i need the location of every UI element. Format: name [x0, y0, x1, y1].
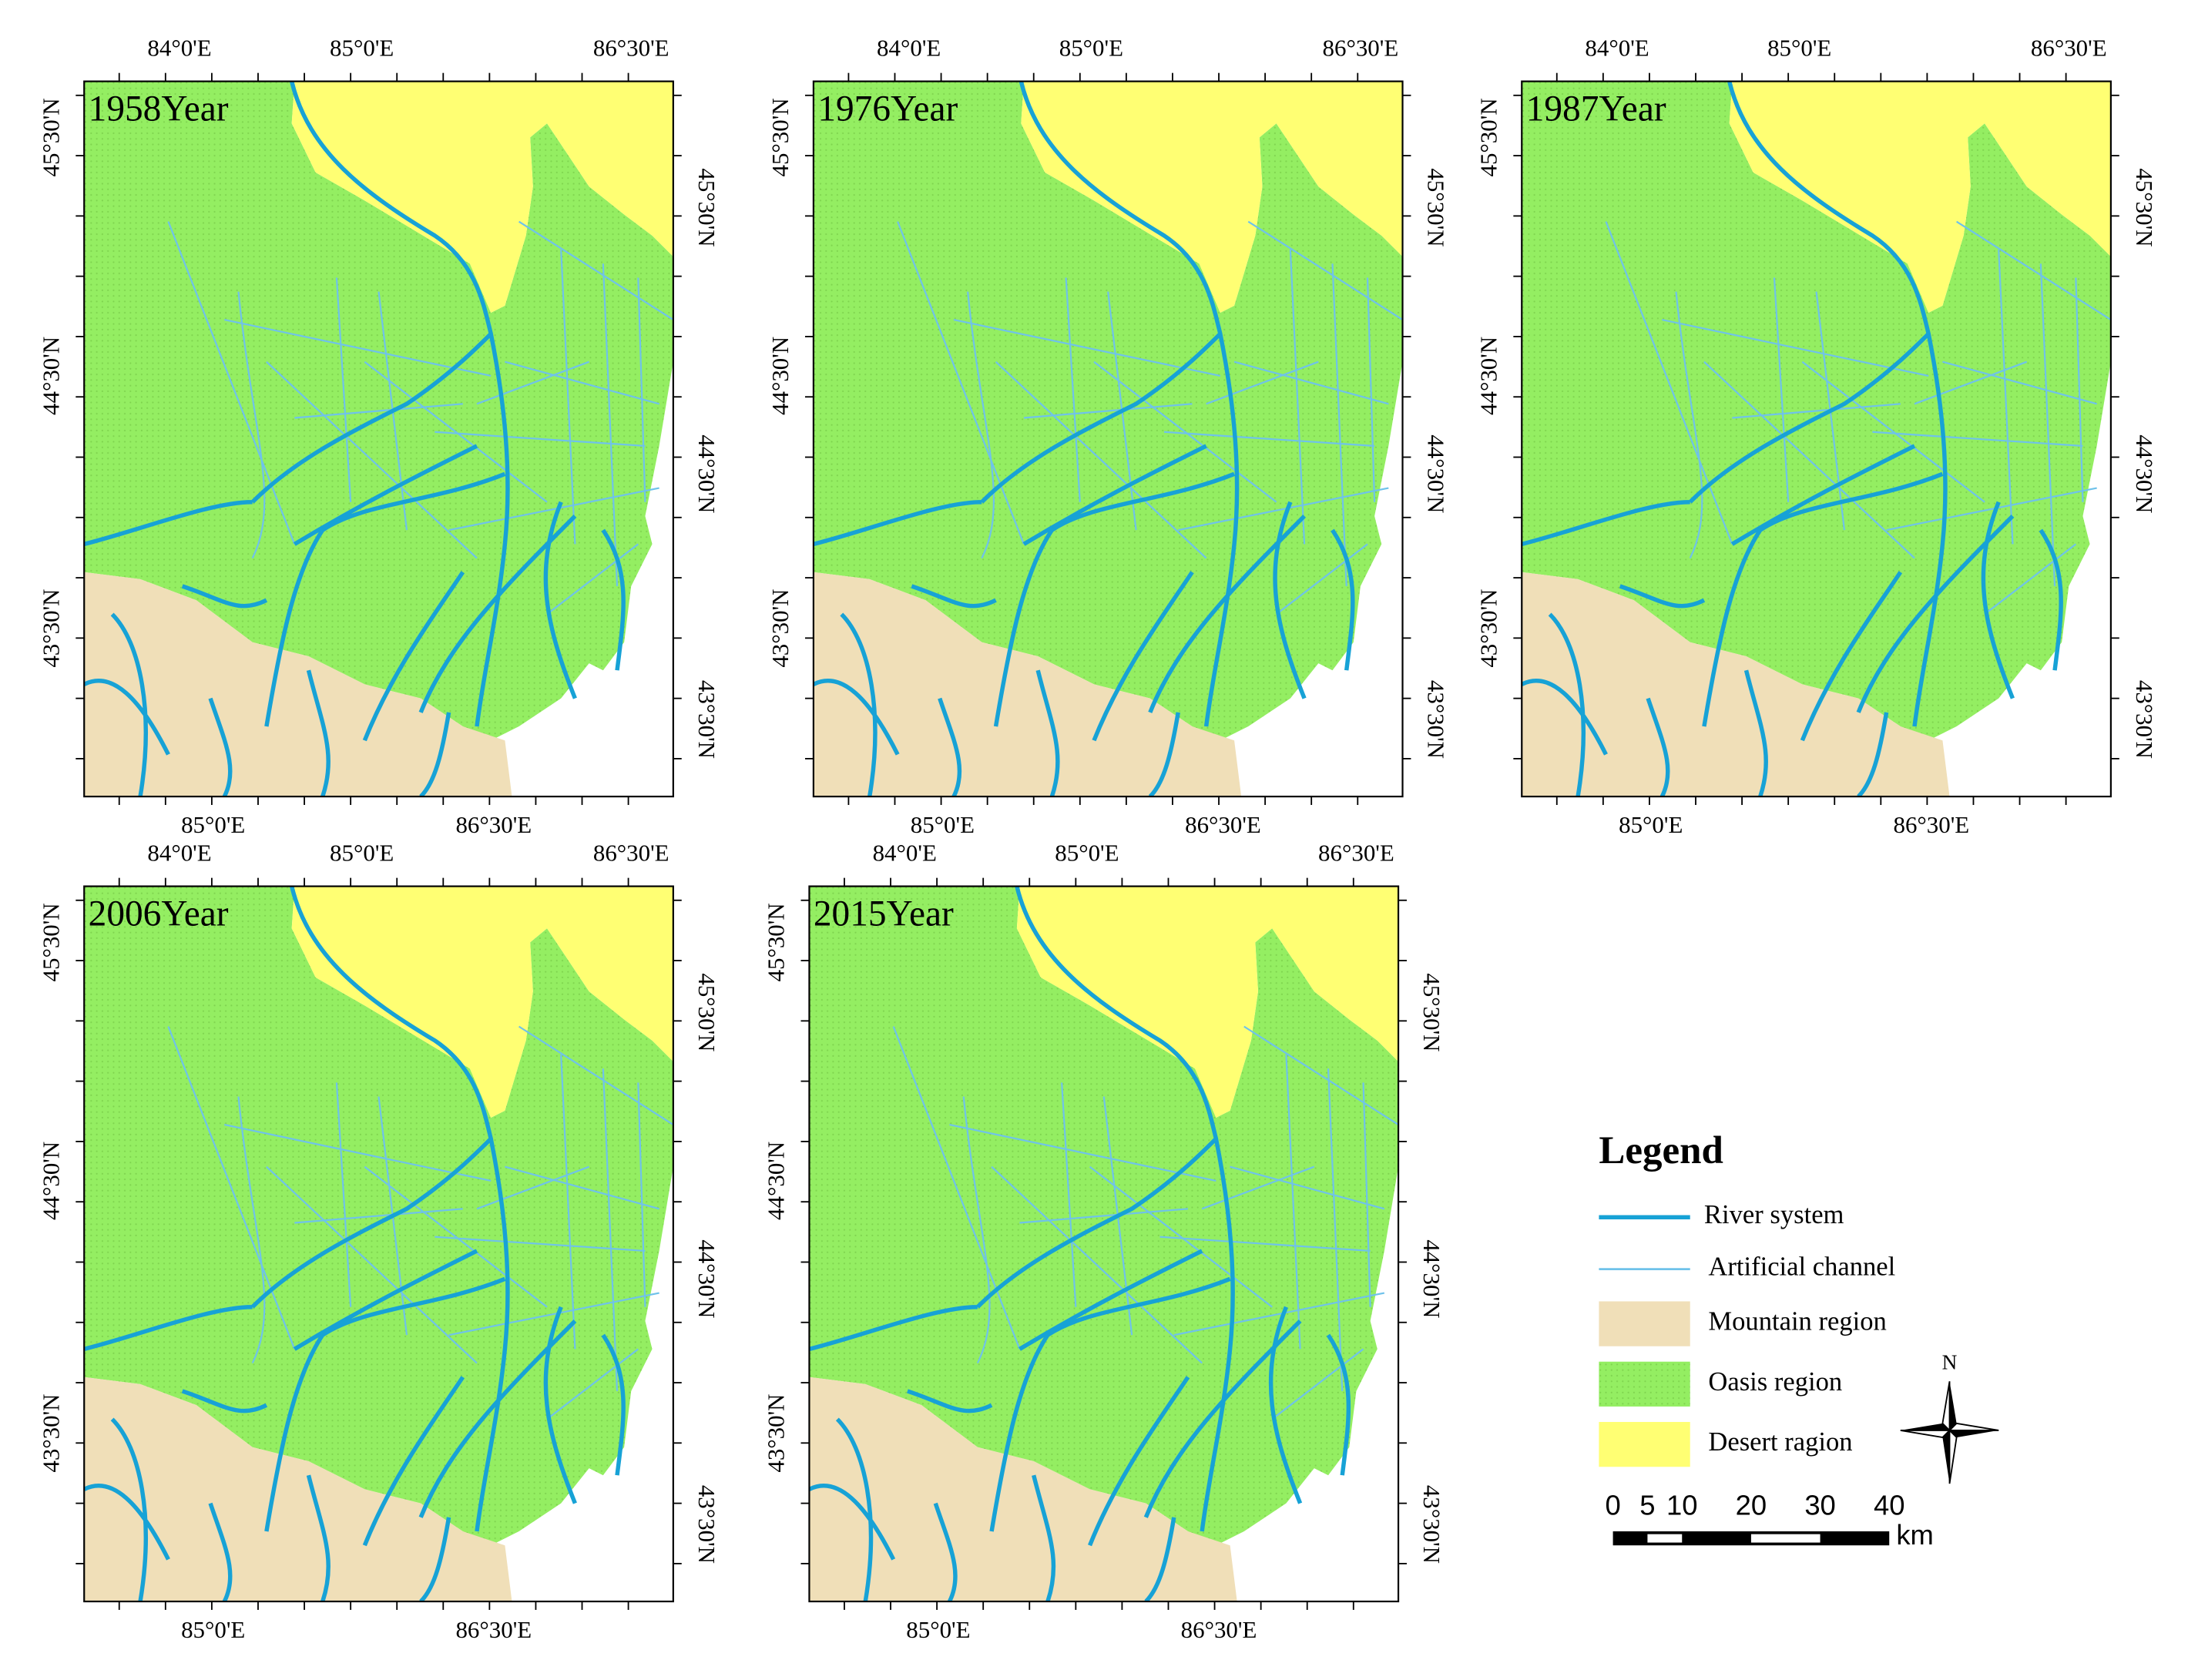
lon-label: 85°0'E [911, 811, 975, 838]
panel-title: 1976Year [817, 89, 958, 129]
lat-label: 45°30'N [37, 98, 64, 176]
lat-label: 45°30'N [767, 98, 794, 176]
lon-label: 86°30'E [1318, 840, 1394, 867]
panel-title: 1987Year [1526, 89, 1666, 129]
lon-label: 84°0'E [877, 35, 941, 62]
lat-label: 45°30'N [693, 168, 720, 246]
lat-label: 44°30'N [37, 1142, 64, 1220]
scale-label: 40 [1874, 1490, 1905, 1521]
lat-label: 45°30'N [2131, 168, 2158, 246]
scale-bar-segment [1647, 1534, 1683, 1543]
legend-title: Legend [1599, 1129, 1723, 1172]
lat-label: 43°30'N [693, 1485, 720, 1564]
legend-label: Mountain region [1708, 1307, 1886, 1336]
lat-label: 43°30'N [1418, 1485, 1445, 1564]
lat-label: 43°30'N [693, 680, 720, 759]
lat-label: 45°30'N [1418, 973, 1445, 1051]
legend-mountain-swatch [1599, 1301, 1690, 1346]
lat-label: 45°30'N [693, 973, 720, 1051]
lat-label: 43°30'N [762, 1393, 789, 1472]
lat-label: 45°30'N [1422, 168, 1449, 246]
map-panel: 1958Year 84°0'E 85°0'E 86°30'E 85°0'E 86°30'E… [37, 35, 720, 839]
map-body [809, 887, 1398, 1601]
lon-label: 85°0'E [181, 1616, 245, 1643]
lat-label: 43°30'N [1475, 589, 1502, 668]
lon-label: 86°30'E [2031, 35, 2107, 62]
scale-unit: km [1896, 1519, 1934, 1551]
map-body [84, 887, 673, 1601]
scale-bar-segment [1750, 1534, 1821, 1543]
lat-label: 45°30'N [762, 903, 789, 981]
lat-label: 44°30'N [693, 434, 720, 513]
legend-oasis-swatch [1599, 1361, 1690, 1407]
lat-label: 43°30'N [37, 589, 64, 668]
lon-label: 84°0'E [147, 840, 211, 867]
lon-label: 86°30'E [1323, 35, 1399, 62]
map-panel: 2006Year 84°0'E 85°0'E 86°30'E 85°0'E 86°30'E… [37, 840, 720, 1644]
map-panel: 1987Year 84°0'E 85°0'E 86°30'E 85°0'E 86°30'E… [1475, 35, 2158, 839]
lon-label: 85°0'E [330, 35, 394, 62]
scale-label: 5 [1639, 1490, 1655, 1521]
lat-label: 43°30'N [1422, 680, 1449, 759]
north-arrow [1900, 1381, 1999, 1484]
map-body [814, 82, 1403, 796]
lat-label: 44°30'N [762, 1142, 789, 1220]
map-panel: 1976Year 84°0'E 85°0'E 86°30'E 85°0'E 86°30'E… [767, 35, 1450, 839]
lon-label: 86°30'E [455, 811, 532, 838]
lat-label: 45°30'N [37, 903, 64, 981]
north-label: N [1942, 1351, 1958, 1374]
lat-label: 44°30'N [37, 337, 64, 415]
lon-label: 86°30'E [593, 840, 669, 867]
lon-label: 86°30'E [1893, 811, 1969, 838]
lat-label: 43°30'N [767, 589, 794, 668]
scale-label: 0 [1605, 1490, 1620, 1521]
map-body [84, 82, 673, 796]
legend-label: Desert ragion [1708, 1427, 1852, 1457]
lon-label: 84°0'E [873, 840, 937, 867]
lon-label: 86°30'E [1185, 811, 1261, 838]
lon-label: 85°0'E [906, 1616, 970, 1643]
lon-label: 86°30'E [1181, 1616, 1257, 1643]
lon-label: 85°0'E [1059, 35, 1123, 62]
lon-label: 85°0'E [1619, 811, 1683, 838]
lon-label: 85°0'E [330, 840, 394, 867]
panel-title: 1958Year [89, 89, 229, 129]
lon-label: 86°30'E [593, 35, 669, 62]
lat-label: 43°30'N [37, 1393, 64, 1472]
scale-label: 20 [1736, 1490, 1767, 1521]
lat-label: 43°30'N [2131, 680, 2158, 759]
scale-label: 10 [1666, 1490, 1697, 1521]
scale-label: 30 [1804, 1490, 1836, 1521]
lon-label: 85°0'E [1767, 35, 1831, 62]
lat-label: 44°30'N [767, 337, 794, 415]
lat-label: 44°30'N [2131, 434, 2158, 513]
legend-label: Artificial channel [1708, 1252, 1895, 1282]
lat-label: 44°30'N [1475, 337, 1502, 415]
lat-label: 44°30'N [1422, 434, 1449, 513]
legend-label: River system [1704, 1200, 1844, 1229]
lon-label: 84°0'E [147, 35, 211, 62]
panel-title: 2015Year [814, 894, 954, 934]
panel-title: 2006Year [89, 894, 229, 934]
map-panel: 2015Year 84°0'E 85°0'E 86°30'E 85°0'E 86°30'E… [762, 840, 1445, 1644]
map-body [1522, 82, 2111, 796]
legend-desert-swatch [1599, 1422, 1690, 1467]
lat-label: 45°30'N [1475, 98, 1502, 176]
lat-label: 44°30'N [693, 1239, 720, 1318]
lon-label: 85°0'E [181, 811, 245, 838]
legend-label: Oasis region [1708, 1367, 1842, 1397]
lon-label: 86°30'E [455, 1616, 532, 1643]
lon-label: 84°0'E [1585, 35, 1649, 62]
lon-label: 85°0'E [1055, 840, 1119, 867]
lat-label: 44°30'N [1418, 1239, 1445, 1318]
